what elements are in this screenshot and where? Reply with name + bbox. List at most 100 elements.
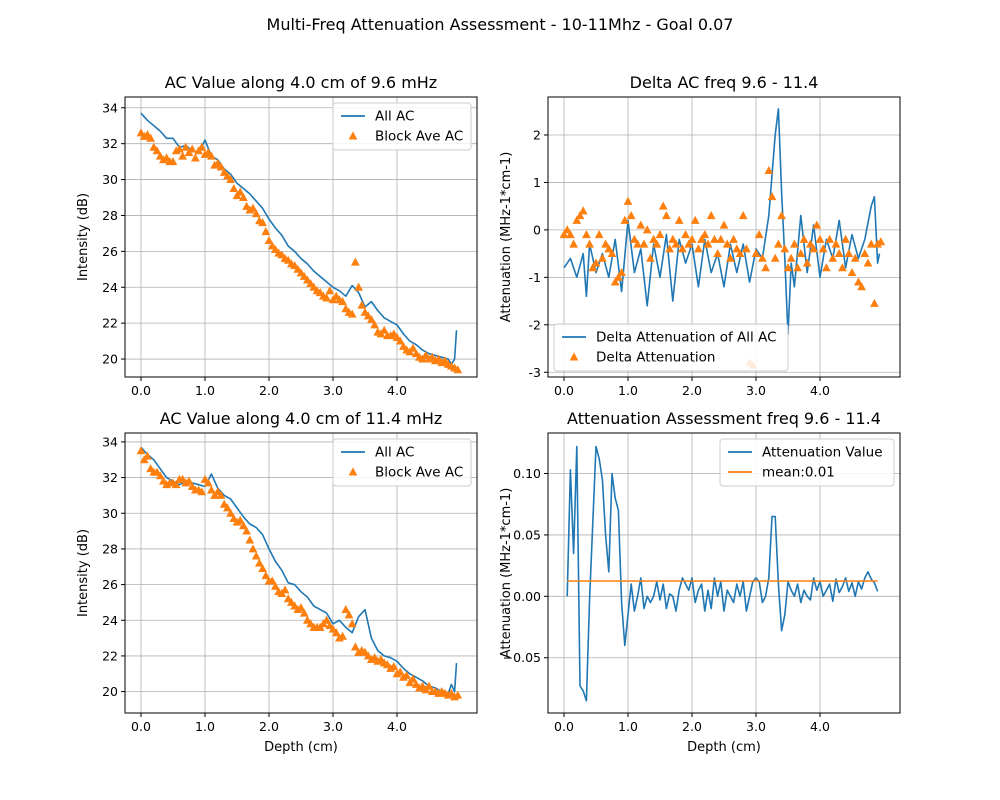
data-marker <box>207 485 216 494</box>
data-marker <box>261 227 271 236</box>
data-marker <box>617 267 626 277</box>
data-marker <box>754 230 764 239</box>
x-tick-label: 4.0 <box>810 383 830 398</box>
x-tick-label: 0.0 <box>554 383 574 398</box>
data-marker <box>614 272 623 281</box>
x-tick-label: 1.0 <box>618 719 638 734</box>
data-marker <box>453 690 463 699</box>
data-marker <box>347 619 357 628</box>
data-marker <box>652 239 662 248</box>
data-marker <box>299 608 309 617</box>
data-marker <box>258 563 267 572</box>
legend-label: All AC <box>375 445 414 461</box>
legend-frame <box>332 102 472 151</box>
x-tick-label: 2.0 <box>259 383 279 398</box>
data-marker <box>831 239 841 248</box>
data-marker <box>802 258 812 267</box>
data-marker <box>408 674 418 683</box>
data-marker <box>674 215 684 224</box>
x-tick-label: 2.0 <box>682 383 702 398</box>
axes-frame <box>547 432 901 714</box>
data-marker <box>591 258 601 267</box>
y-tick-label: -1 <box>529 270 541 285</box>
data-marker <box>726 253 735 262</box>
data-marker <box>649 234 658 243</box>
panel-title: AC Value along 4.0 cm of 9.6 mHz <box>165 73 437 92</box>
data-marker <box>626 211 636 220</box>
data-marker <box>207 151 216 160</box>
data-marker <box>742 244 751 253</box>
legend-frame <box>553 323 789 372</box>
data-marker <box>453 365 463 374</box>
data-marker <box>184 476 194 485</box>
y-tick-label: 26 <box>102 577 118 592</box>
panel-title: Attenuation Assessment freq 9.6 - 11.4 <box>567 409 881 428</box>
data-marker <box>735 249 745 258</box>
data-marker <box>226 508 235 517</box>
data-marker <box>248 203 258 212</box>
y-tick-label: 34 <box>102 100 118 115</box>
data-marker <box>585 239 594 248</box>
data-marker <box>562 225 572 234</box>
data-marker <box>187 144 197 153</box>
data-marker <box>825 234 834 243</box>
data-marker <box>322 293 331 302</box>
y-axis-label: Intensity (dB) <box>76 529 91 617</box>
data-marker <box>255 558 264 567</box>
legend-label: Delta Attenuation <box>596 350 715 366</box>
data-marker <box>780 244 790 253</box>
data-marker <box>379 325 389 334</box>
axes-frame <box>124 96 478 378</box>
data-marker <box>216 162 226 171</box>
data-marker <box>703 239 713 248</box>
data-marker <box>777 211 786 220</box>
data-marker <box>601 239 610 248</box>
data-marker <box>818 244 828 253</box>
data-marker <box>793 263 802 272</box>
data-marker <box>738 211 748 220</box>
data-marker <box>681 230 690 239</box>
data-marker <box>261 571 271 580</box>
data-marker <box>761 263 770 272</box>
x-tick-label: 4.0 <box>387 719 407 734</box>
data-marker <box>799 234 809 243</box>
data-marker <box>812 220 822 229</box>
data-marker <box>370 320 379 329</box>
chart-panel-2: 0.0 1.0 2.0 3.0 4.0 -3 -2 -1 0 1 2 Delta AC freq 9.… <box>499 73 901 398</box>
panel-title: Delta AC freq 9.6 - 11.4 <box>630 73 819 92</box>
data-marker <box>171 480 181 489</box>
data-marker <box>828 253 838 262</box>
data-marker <box>809 244 818 253</box>
y-tick-label: 20 <box>102 352 118 367</box>
data-marker <box>566 230 575 239</box>
data-marker <box>665 244 674 253</box>
x-tick-label: 2.0 <box>259 719 279 734</box>
data-marker <box>854 277 863 286</box>
y-tick-label: 30 <box>102 172 118 187</box>
data-marker <box>633 239 642 248</box>
y-tick-label: 34 <box>102 434 118 449</box>
series-line <box>563 108 881 336</box>
figure-suptitle: Multi-Freq Attenuation Assessment - 10-1… <box>267 15 734 34</box>
data-marker <box>226 174 235 184</box>
data-marker <box>271 581 280 590</box>
legend-frame <box>332 438 472 487</box>
data-marker <box>790 239 799 248</box>
data-marker <box>402 670 411 679</box>
data-marker <box>251 551 261 560</box>
data-marker <box>191 153 200 162</box>
data-marker <box>341 604 351 614</box>
data-marker <box>620 215 630 224</box>
data-marker <box>847 267 857 277</box>
data-marker <box>729 234 738 243</box>
x-tick-label: 1.0 <box>195 383 215 398</box>
y-tick-label: 32 <box>102 136 118 151</box>
data-marker <box>408 343 418 352</box>
data-marker <box>658 201 668 210</box>
x-tick-label: 3.0 <box>323 383 343 398</box>
series-line <box>566 445 879 702</box>
data-marker <box>258 218 267 227</box>
data-marker <box>575 211 585 220</box>
data-marker <box>774 239 783 248</box>
data-marker <box>678 244 687 253</box>
